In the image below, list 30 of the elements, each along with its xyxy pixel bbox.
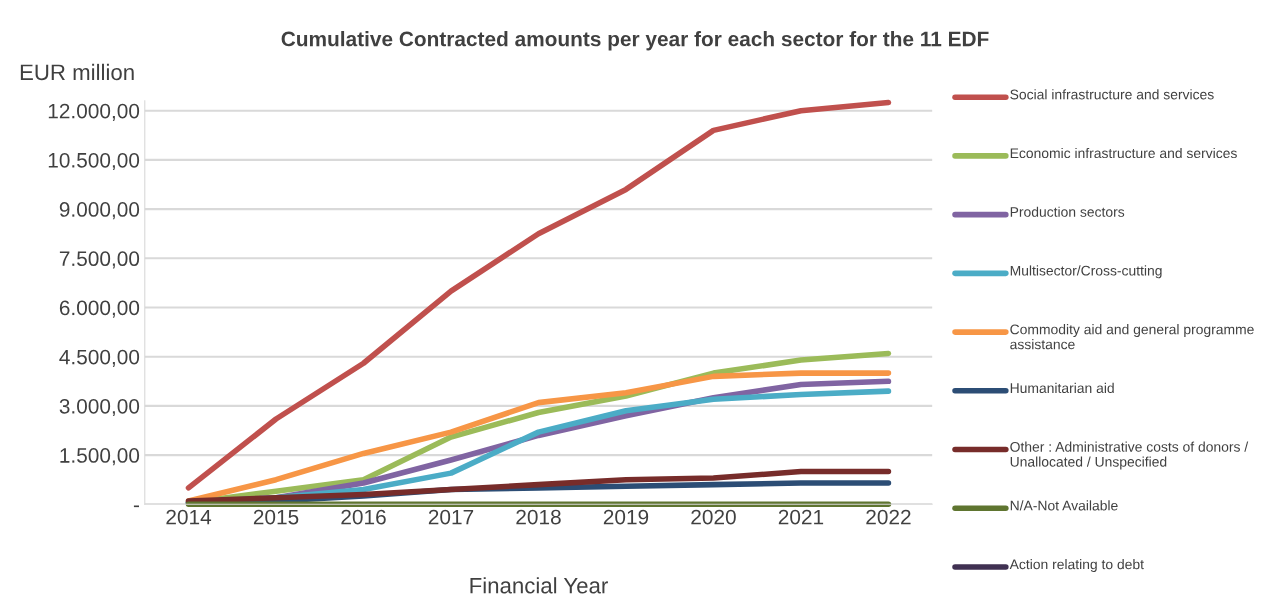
legend-label: Humanitarian aid (1010, 382, 1114, 394)
y-tick-label: 1.500,00 (60, 448, 140, 466)
legend-label: Commodity aid and general programme assistance (1010, 324, 1254, 350)
x-tick-label: 2022 (866, 509, 911, 525)
x-tick-label: 2014 (166, 509, 212, 525)
legend-label: Multisector/Cross-cutting (1010, 265, 1162, 279)
y-tick-label: 4.500,00 (59, 349, 140, 367)
x-tick-label: 2019 (603, 509, 649, 525)
x-axis-title: Financial Year (470, 577, 608, 594)
y-tick-label: 7.500,00 (59, 251, 140, 269)
y-axis-title: EUR million (20, 63, 134, 81)
legend-label: N/A-Not Available (1010, 500, 1118, 511)
x-tick-label: 2018 (516, 509, 561, 525)
legend-label: Social infrastructure and services (1010, 89, 1214, 100)
x-tick-label: 2016 (341, 509, 386, 525)
legend-label: Action relating to debt (1009, 559, 1144, 572)
legend-label: Production sectors (1010, 206, 1125, 217)
y-tick-label: 10.500,00 (48, 152, 140, 171)
legend-label: Other : Administrative costs of donors / Unallocated / Unspecified (1010, 441, 1249, 470)
chart-title: Cumulative Contracted amounts per year for each sector for the 11 EDF (281, 31, 989, 51)
y-tick-label: 3.000,00 (59, 398, 140, 417)
x-tick-label: 2015 (253, 509, 299, 525)
legend-label: Economic infrastructure and services (1010, 147, 1237, 159)
x-tick-label: 2020 (691, 509, 736, 525)
y-tick-label: 12.000,00 (48, 103, 140, 121)
y-tick-label: 6.000,00 (59, 300, 140, 318)
y-tick-label: 9.000,00 (59, 202, 140, 220)
x-tick-label: 2017 (428, 509, 474, 525)
y-tick-label: - (133, 505, 139, 508)
x-tick-label: 2021 (778, 509, 824, 525)
